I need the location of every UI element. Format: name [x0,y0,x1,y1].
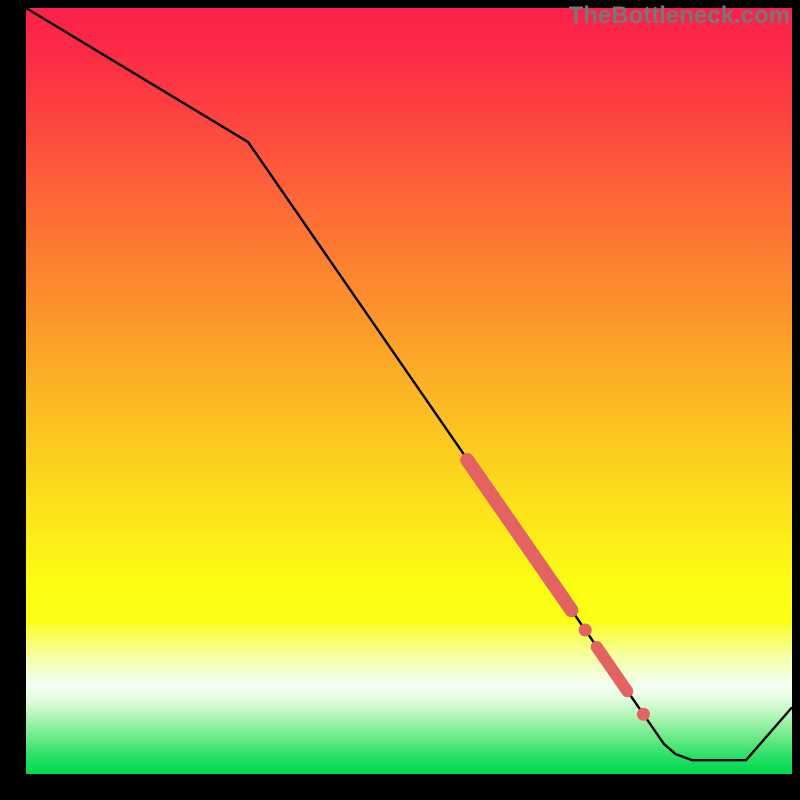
bottleneck-curve [26,8,792,760]
chart-overlay [26,8,792,774]
watermark-text: TheBottleneck.com [569,2,790,30]
highlight-segment-0 [467,460,571,610]
plot-area [26,8,792,774]
chart-frame: TheBottleneck.com [0,0,800,800]
highlight-segment-1 [597,647,628,691]
highlight-marker-1 [637,708,650,721]
highlight-marker-0 [579,623,592,636]
